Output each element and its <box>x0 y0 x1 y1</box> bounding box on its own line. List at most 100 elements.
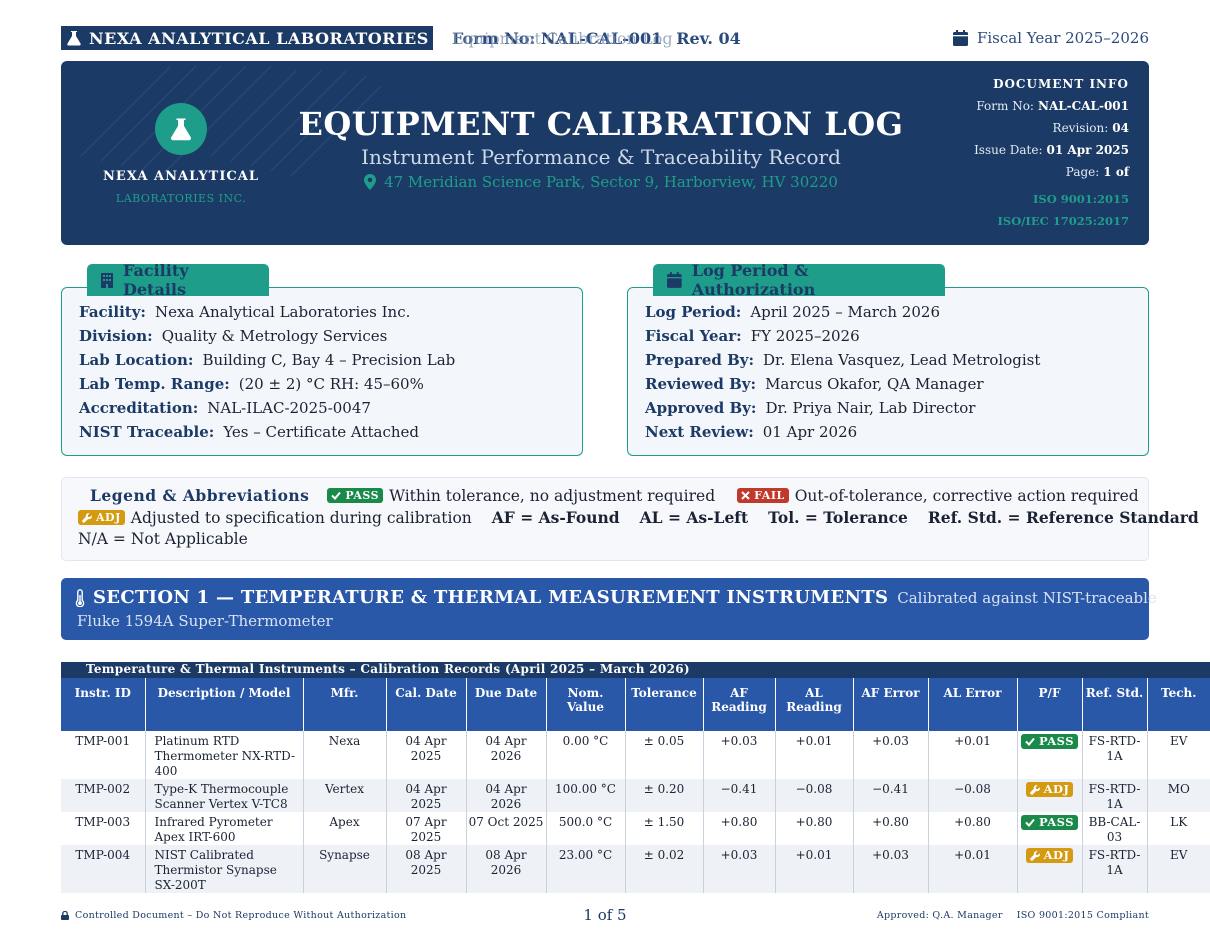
due-date: 08 Apr 2026 <box>465 845 546 893</box>
abbr-af: AF = As-Found <box>491 508 620 527</box>
pass-fail-badge: ADJ <box>1025 848 1074 863</box>
instrument-id: TMP-003 <box>61 812 145 845</box>
form-number-header: Equipment Calibration Log Form No: NAL-C… <box>452 29 741 48</box>
tolerance: ± 0.02 <box>624 845 703 893</box>
al-reading: +0.01 <box>774 845 853 893</box>
docinfo-form-no: Form No: NAL-CAL-001 <box>976 99 1129 113</box>
authorization-field-label: Next Review: <box>645 422 754 441</box>
authorization-field-value: Dr. Elena Vasquez, Lead Metrologist <box>763 350 1041 369</box>
legend-box: Legend & Abbreviations PASS Within toler… <box>61 477 1199 561</box>
form-number: Form No: NAL-CAL-001 <box>452 29 663 48</box>
calendar-icon <box>667 272 682 288</box>
reference-standard: FS-RTD-1A <box>1081 731 1147 779</box>
map-pin-icon <box>364 174 377 190</box>
lock-icon <box>61 911 69 920</box>
authorization-rows: Log Period: April 2025 – March 2026 Fiscal… <box>645 301 1040 444</box>
adj-badge: ADJ <box>78 510 125 525</box>
iso-9001-label: ISO 9001:2015 <box>1033 192 1129 206</box>
al-error: +0.80 <box>927 812 1017 845</box>
authorization-tab: Log Period & Authorization <box>653 261 945 299</box>
authorization-field-label: Approved By: <box>645 398 757 417</box>
column-header: Cal. Date <box>385 678 466 731</box>
table-caption: Temperature & Thermal Instruments – Cali… <box>61 662 1210 678</box>
nominal-value: 500.0 °C <box>545 812 625 845</box>
facility-field-value: Building C, Bay 4 – Precision Lab <box>202 350 456 369</box>
pass-fail-cell: ADJ <box>1016 845 1082 893</box>
section-1-note-cont: Fluke 1594A Super-Thermometer <box>77 612 333 630</box>
column-header: AL Reading <box>774 678 853 731</box>
cal-date: 08 Apr 2025 <box>385 845 466 893</box>
adj-description: Adjusted to specification during calibra… <box>130 508 472 527</box>
pass-description: Within tolerance, no adjustment required <box>389 486 716 505</box>
page-number: 1 of 5 <box>583 906 627 924</box>
title-banner: NEXA ANALYTICAL LABORATORIES INC. EQUIPM… <box>61 61 1149 245</box>
column-header: Ref. Std. <box>1081 678 1147 731</box>
tolerance: ± 1.50 <box>624 812 703 845</box>
wrench-icon <box>1029 850 1040 861</box>
facility-field-label: Division: <box>79 326 153 345</box>
column-header: Instr. ID <box>61 678 145 731</box>
page-footer: Controlled Document – Do Not Reproduce W… <box>61 906 1149 926</box>
logo-company-sub: LABORATORIES INC. <box>115 192 247 205</box>
pass-badge: PASS <box>327 488 384 503</box>
logo-badge <box>155 103 207 155</box>
document-info: DOCUMENT INFO Form No: NAL-CAL-001 Revisi… <box>974 73 1129 232</box>
column-header: Nom. Value <box>545 678 625 731</box>
af-error: +0.03 <box>852 845 928 893</box>
abbr-na: N/A = Not Applicable <box>78 530 248 548</box>
description: Type-K Thermocouple Scanner Vertex V-TC8 <box>144 779 303 812</box>
authorization-field-value: Dr. Priya Nair, Lab Director <box>765 398 976 417</box>
authorization-field-label: Prepared By: <box>645 350 755 369</box>
column-header: AF Reading <box>702 678 775 731</box>
authorization-field-label: Fiscal Year: <box>645 326 742 345</box>
al-error: +0.01 <box>927 731 1017 779</box>
facility-details-tab: Facility Details <box>87 261 269 299</box>
wrench-icon <box>1029 784 1040 795</box>
docinfo-heading: DOCUMENT INFO <box>993 77 1129 91</box>
footer-approved: Approved: Q.A. Manager <box>876 910 1003 921</box>
reference-standard: FS-RTD-1A <box>1081 845 1147 893</box>
due-date: 07 Oct 2025 <box>465 812 546 845</box>
abbr-al: AL = As-Left <box>639 508 749 527</box>
docinfo-page: Page: 1 of <box>1065 165 1129 179</box>
authorization-field-value: FY 2025–2026 <box>750 326 860 345</box>
facility-field-value: (20 ± 2) °C RH: 45–60% <box>238 374 424 393</box>
facility-field-value: NAL-ILAC-2025-0047 <box>207 398 371 417</box>
pass-fail-badge: PASS <box>1020 734 1079 749</box>
flask-icon <box>170 118 192 141</box>
manufacturer: Synapse <box>302 845 386 893</box>
docinfo-revision: Revision: 04 <box>1052 121 1129 135</box>
column-header: Description / Model <box>144 678 303 731</box>
facility-details-box: Facility: Nexa Analytical Laboratories In… <box>61 287 583 456</box>
section-1-note: Calibrated against NIST-traceable <box>897 588 1157 607</box>
cal-date: 04 Apr 2025 <box>385 779 466 812</box>
pass-fail-cell: ADJ <box>1016 779 1082 812</box>
facility-field: Lab Temp. Range: (20 ± 2) °C RH: 45–60% <box>79 373 455 397</box>
fail-badge: FAIL <box>737 488 789 503</box>
authorization-field: Log Period: April 2025 – March 2026 <box>645 301 1040 325</box>
technician: MO <box>1146 779 1210 812</box>
column-header: Due Date <box>465 678 546 731</box>
due-date: 04 Apr 2026 <box>465 731 546 779</box>
authorization-field-value: Marcus Okafor, QA Manager <box>765 374 984 393</box>
description: NIST Calibrated Thermistor Synapse SX-20… <box>144 845 303 893</box>
cal-date: 07 Apr 2025 <box>385 812 466 845</box>
facility-field-label: Facility: <box>79 303 146 321</box>
column-header: Tolerance <box>624 678 703 731</box>
column-header: AL Error <box>927 678 1017 731</box>
table-row: TMP-002 Type-K Thermocouple Scanner Verte… <box>61 779 1210 812</box>
facility-field: Lab Location: Building C, Bay 4 – Precisi… <box>79 349 455 373</box>
brand-label: NEXA ANALYTICAL LABORATORIES <box>61 26 433 50</box>
cal-date: 04 Apr 2025 <box>385 731 466 779</box>
instrument-id: TMP-002 <box>61 779 145 812</box>
calibration-table-wrapper: Temperature & Thermal Instruments – Cali… <box>61 662 1210 893</box>
nominal-value: 0.00 °C <box>545 731 625 779</box>
description: Platinum RTD Thermometer NX-RTD-400 <box>144 731 303 779</box>
flask-icon <box>67 31 81 46</box>
authorization-field: Approved By: Dr. Priya Nair, Lab Director <box>645 397 1040 421</box>
af-reading: +0.80 <box>702 812 775 845</box>
al-reading: +0.01 <box>774 731 853 779</box>
instrument-id: TMP-001 <box>61 731 145 779</box>
reference-standard: FS-RTD-1A <box>1081 779 1147 812</box>
facility-details-rows: Facility: Nexa Analytical Laboratories In… <box>79 301 455 444</box>
